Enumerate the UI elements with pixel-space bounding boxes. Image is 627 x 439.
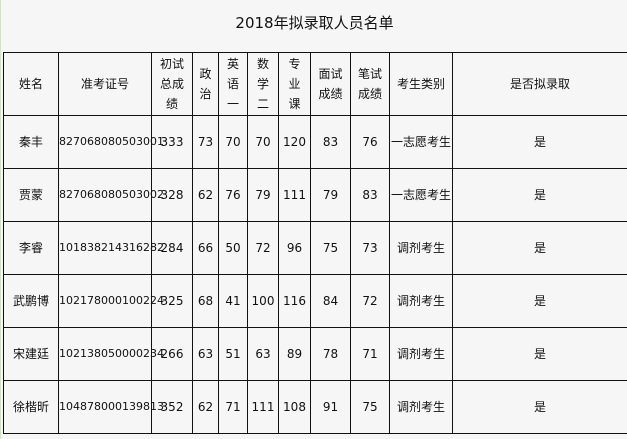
table-cell: 79: [310, 168, 351, 222]
table-cell: 68: [192, 274, 219, 328]
column-header-label: 初试总成绩: [159, 57, 184, 111]
table-cell: 76: [218, 168, 248, 222]
table-cell: 78: [310, 327, 351, 381]
table-cell: 63: [247, 327, 279, 381]
table-cell: 秦丰: [3, 115, 59, 169]
column-header-label: 考生类别: [396, 77, 445, 91]
table-row: 秦丰 827068080503001 333 73 70 70 120 83 76 一志愿考生是: [3, 115, 627, 169]
table-cell: 调剂考生: [389, 221, 453, 275]
table-cell: 111: [278, 168, 311, 222]
table-cell: 91: [310, 380, 351, 434]
table-row: 宋建廷 102138050000234 266 63 51 63 89 78 71 调剂考生是: [3, 327, 627, 381]
header-row: 姓名 准考证号 初试总成绩 政治 英语一 数学二 专业课 面试成绩 笔试成绩 考生类别 是否拟录取: [3, 52, 627, 116]
column-header: 笔试成绩: [350, 52, 390, 116]
table-cell: 96: [278, 221, 311, 275]
table-cell: 调剂考生: [389, 274, 453, 328]
table-cell: 徐楷昕: [3, 380, 59, 434]
table-cell: 调剂考生: [389, 327, 453, 381]
table-cell: 是: [452, 168, 627, 222]
column-header-label: 专业课: [288, 57, 301, 111]
table-cell: 75: [310, 221, 351, 275]
table-cell: 一志愿考生: [389, 168, 453, 222]
table-cell: 827068080503002: [58, 168, 164, 222]
table-cell: 武鹏博: [3, 274, 59, 328]
table-cell: 71: [218, 380, 248, 434]
column-header: 是否拟录取: [452, 52, 627, 116]
column-header: 专业课: [278, 52, 311, 116]
table-cell: 111: [247, 380, 279, 434]
table-cell: 73: [192, 115, 219, 169]
column-header: 英语一: [218, 52, 248, 116]
column-header: 面试成绩: [310, 52, 351, 116]
table-cell: 102178000100224: [58, 274, 164, 328]
column-header: 考生类别: [389, 52, 453, 116]
table-cell: 62: [192, 168, 219, 222]
column-header: 政治: [192, 52, 219, 116]
table-cell: 72: [350, 274, 390, 328]
column-header-label: 面试成绩: [318, 67, 343, 101]
column-header-label: 数学二: [256, 57, 269, 111]
table-cell: 102138050000234: [58, 327, 164, 381]
table-cell: 108: [278, 380, 311, 434]
table-cell: 41: [218, 274, 248, 328]
column-header: 准考证号: [58, 52, 152, 116]
table-cell: 50: [218, 221, 248, 275]
table-cell: 是: [452, 327, 627, 381]
table-cell: 62: [192, 380, 219, 434]
page-title: 2018年拟录取人员名单: [235, 14, 394, 32]
table-cell: 71: [350, 327, 390, 381]
column-header: 数学二: [247, 52, 279, 116]
table-cell: 73: [350, 221, 390, 275]
table-row: 李睿 101838214316282 284 66 50 72 96 75 73 调剂考生是: [3, 221, 627, 275]
table-cell: 104878000139813: [58, 380, 164, 434]
table-cell: 一志愿考生: [389, 115, 453, 169]
table-row: 贾蒙 827068080503002 328 62 76 79 111 79 83 一志愿考生是: [3, 168, 627, 222]
admission-table: 姓名 准考证号 初试总成绩 政治 英语一 数学二 专业课 面试成绩 笔试成绩 考生类别 是否拟录取 …: [3, 52, 627, 434]
table-cell: 72: [247, 221, 279, 275]
table-cell: 是: [452, 274, 627, 328]
column-header: 初试总成绩: [151, 52, 193, 116]
column-header-label: 政治: [199, 67, 212, 101]
table-cell: 70: [247, 115, 279, 169]
table-cell: 83: [350, 168, 390, 222]
table-cell: 75: [350, 380, 390, 434]
column-header-label: 是否拟录取: [509, 77, 570, 91]
table-cell: 76: [350, 115, 390, 169]
column-header-label: 准考证号: [80, 77, 129, 91]
table-cell: 83: [310, 115, 351, 169]
table-cell: 325: [151, 274, 193, 328]
table-cell: 827068080503001: [58, 115, 164, 169]
table-cell: 79: [247, 168, 279, 222]
table-cell: 宋建廷: [3, 327, 59, 381]
table-cell: 51: [218, 327, 248, 381]
table-cell: 是: [452, 115, 627, 169]
column-header-label: 笔试成绩: [357, 67, 382, 101]
table-cell: 328: [151, 168, 193, 222]
table-cell: 116: [278, 274, 311, 328]
column-header-label: 英语一: [226, 57, 239, 111]
table-cell: 63: [192, 327, 219, 381]
table-row: 徐楷昕 104878000139813 352 62 71 111 108 91 75 调剂考生是: [3, 380, 627, 434]
column-header: 姓名: [3, 52, 59, 116]
table-row: 武鹏博 102178000100224 325 68 41 100 116 84 72 调剂考生是: [3, 274, 627, 328]
table-cell: 333: [151, 115, 193, 169]
table-cell: 是: [452, 380, 627, 434]
column-header-label: 姓名: [18, 77, 43, 91]
table-cell: 120: [278, 115, 311, 169]
table-cell: 是: [452, 221, 627, 275]
table-cell: 贾蒙: [3, 168, 59, 222]
table-cell: 李睿: [3, 221, 59, 275]
table-cell: 100: [247, 274, 279, 328]
table-cell: 70: [218, 115, 248, 169]
table-cell: 84: [310, 274, 351, 328]
table-cell: 101838214316282: [58, 221, 164, 275]
table-cell: 89: [278, 327, 311, 381]
table-cell: 调剂考生: [389, 380, 453, 434]
table-cell: 66: [192, 221, 219, 275]
